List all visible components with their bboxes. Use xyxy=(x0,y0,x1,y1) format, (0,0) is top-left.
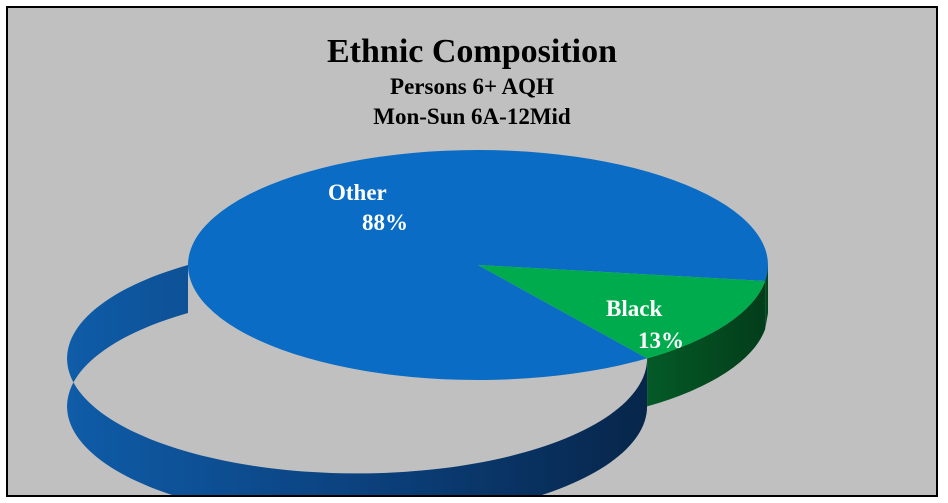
chart-subtitle-line-2: Mon-Sun 6A-12Mid xyxy=(373,104,571,129)
chart-subtitle-line-1: Persons 6+ AQH xyxy=(390,74,554,99)
slice-label-black: Black xyxy=(606,296,662,321)
slice-value-other: 88% xyxy=(362,210,408,235)
chart-frame: Ethnic Composition Persons 6+ AQH Mon-Su… xyxy=(6,6,938,497)
slice-black xyxy=(478,265,766,359)
pie-chart: Other 88% Black 13% xyxy=(67,150,769,495)
slice-edge-black xyxy=(765,265,768,330)
slice-value-black: 13% xyxy=(638,328,684,353)
chart-title: Ethnic Composition xyxy=(327,33,617,70)
slice-side-black xyxy=(647,281,766,407)
slice-side-other xyxy=(67,265,648,495)
title-block: Ethnic Composition Persons 6+ AQH Mon-Su… xyxy=(8,32,936,132)
slice-label-other: Other xyxy=(328,180,387,205)
